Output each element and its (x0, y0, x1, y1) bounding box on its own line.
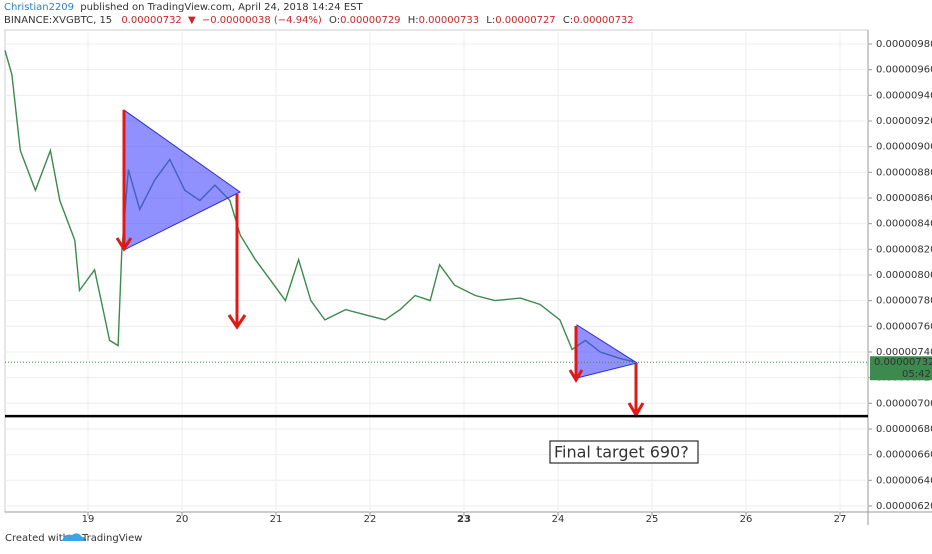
x-tick-label: 25 (646, 514, 659, 525)
x-tick-label: 21 (270, 514, 283, 525)
published: published on TradingView.com, April 24, … (80, 2, 363, 13)
arrow (227, 194, 247, 330)
y-tick-label: 0.00000740 (876, 347, 932, 358)
y-tick-label: 0.00000820 (876, 244, 932, 255)
o-key: O: (329, 15, 340, 26)
y-tick-label: 0.00000780 (876, 296, 932, 307)
l-key: L: (486, 15, 495, 26)
h-val: 0.00000733 (419, 15, 479, 26)
header-line-1: Christian2209 published on TradingView.c… (4, 2, 363, 13)
annotation: Final target 690? (554, 443, 689, 462)
last-price-badge (870, 356, 932, 381)
y-tick-label: 0.00000620 (876, 501, 932, 512)
y-tick-label: 0.00000840 (876, 219, 932, 230)
y-tick-label: 0.00000900 (876, 142, 932, 153)
arrows (115, 110, 645, 418)
logo-icon (62, 533, 86, 541)
l-val: 0.00000727 (495, 15, 555, 26)
x-tick-label: 26 (740, 514, 753, 525)
x-tick-label: 24 (552, 514, 565, 525)
x-tick-label: 20 (176, 514, 189, 525)
footer-brand[interactable]: TradingView (81, 533, 142, 544)
x-tick-label: 27 (834, 514, 847, 525)
drawings (115, 109, 645, 418)
price-line (4, 50, 637, 363)
o-val: 0.00000729 (340, 15, 400, 26)
arrow (115, 110, 133, 252)
x-tick-label: 22 (364, 514, 377, 525)
series (4, 50, 637, 363)
countdown: 05:42 (902, 369, 931, 380)
author[interactable]: Christian2209 (4, 2, 74, 13)
y-tick-label: 0.00000980 (876, 39, 932, 50)
symbol: BINANCE:XVGBTC, 15 (4, 15, 112, 26)
x-tick-label: 19 (82, 514, 95, 525)
y-tick-label: 0.00000640 (876, 475, 932, 486)
h-key: H: (408, 15, 419, 26)
arrow: ▼ (188, 15, 196, 26)
y-tick-label: 0.00000760 (876, 321, 932, 332)
footer-created: Created with (5, 533, 69, 544)
annotation-box (549, 440, 699, 464)
change: −0.00000038 (−4.94%) (202, 15, 322, 26)
x-tick-label: 23 (457, 514, 471, 525)
y-tick-label: 0.00000680 (876, 424, 932, 435)
header-line-2: BINANCE:XVGBTC, 15 0.00000732 ▼ −0.00000… (4, 15, 634, 26)
c-key: C: (563, 15, 573, 26)
last-price-label: 0.00000732 (874, 357, 932, 368)
y-tick-label: 0.00000700 (876, 398, 932, 409)
y-tick-label: 0.00000660 (876, 450, 932, 461)
c-val: 0.00000732 (573, 15, 633, 26)
last: 0.00000732 (121, 15, 181, 26)
y-tick-label: 0.00000860 (876, 193, 932, 204)
y-tick-label: 0.00000940 (876, 90, 932, 101)
y-tick-label: 0.00000960 (876, 65, 932, 76)
y-tick-label: 0.00000920 (876, 116, 932, 127)
y-tick-label: 0.00000880 (876, 167, 932, 178)
y-tick-label: 0.00000800 (876, 270, 932, 281)
footer: Created with TradingView (5, 533, 142, 544)
arrow (568, 326, 584, 383)
